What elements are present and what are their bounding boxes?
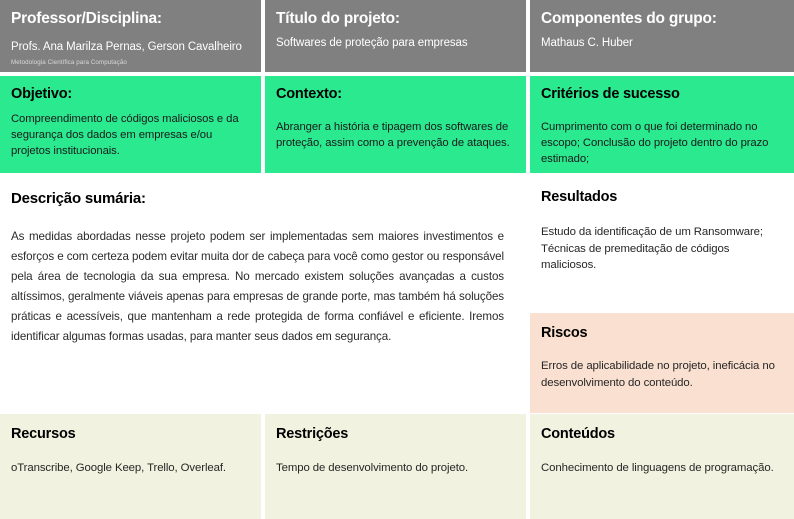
header-cell-professor: Professor/Disciplina: Profs. Ana Marilza… [0,0,261,72]
panel-conteudos: Conteúdos Conhecimento de linguagens de … [530,414,794,519]
restricoes-title: Restrições [276,426,349,442]
course-name: Metodologia Científica para Computação [11,59,127,66]
panel-restricoes: Restrições Tempo de desenvolvimento do p… [265,414,526,519]
project-title-label: Título do projeto: [276,10,400,27]
panel-riscos: Riscos Erros de aplicabilidade no projet… [530,313,794,413]
panel-objetivo: Objetivo: Compreendimento de códigos mal… [0,76,261,173]
project-title-value: Softwares de proteção para empresas [276,37,468,49]
riscos-body: Erros de aplicabilidade no projeto, inef… [541,360,775,390]
contexto-title: Contexto: [276,86,342,102]
objetivo-body: Compreendimento de códigos maliciosos e … [11,113,239,158]
panel-recursos: Recursos oTranscribe, Google Keep, Trell… [0,414,261,519]
objetivo-title: Objetivo: [11,86,73,102]
resultados-body: Estudo da identificação de um Ransomware… [541,226,763,272]
recursos-title: Recursos [11,426,76,442]
descricao-body: As medidas abordadas nesse projeto podem… [11,230,504,343]
riscos-title: Riscos [541,325,588,341]
descricao-title: Descrição sumária: [11,190,146,207]
panel-contexto: Contexto: Abranger a história e tipagem … [265,76,526,173]
group-title: Componentes do grupo: [541,10,717,27]
criterios-body: Cumprimento com o que foi determinado no… [541,121,769,166]
conteudos-title: Conteúdos [541,426,615,442]
panel-descricao-sumaria: Descrição sumária: As medidas abordadas … [0,177,526,413]
recursos-body: oTranscribe, Google Keep, Trello, Overle… [11,462,226,474]
professor-title: Professor/Disciplina: [11,10,162,27]
criterios-title: Critérios de sucesso [541,86,680,102]
panel-resultados: Resultados Estudo da identificação de um… [530,177,794,313]
professor-names: Profs. Ana Marilza Pernas, Gerson Cavalh… [11,41,242,53]
conteudos-body: Conhecimento de linguagens de programaçã… [541,462,774,474]
panel-criterios: Critérios de sucesso Cumprimento com o q… [530,76,794,173]
contexto-body: Abranger a história e tipagem dos softwa… [276,121,510,150]
restricoes-body: Tempo de desenvolvimento do projeto. [276,462,469,474]
group-members: Mathaus C. Huber [541,37,633,49]
header-cell-group: Componentes do grupo: Mathaus C. Huber [530,0,794,72]
header-cell-project-title: Título do projeto: Softwares de proteção… [265,0,526,72]
resultados-title: Resultados [541,189,618,205]
